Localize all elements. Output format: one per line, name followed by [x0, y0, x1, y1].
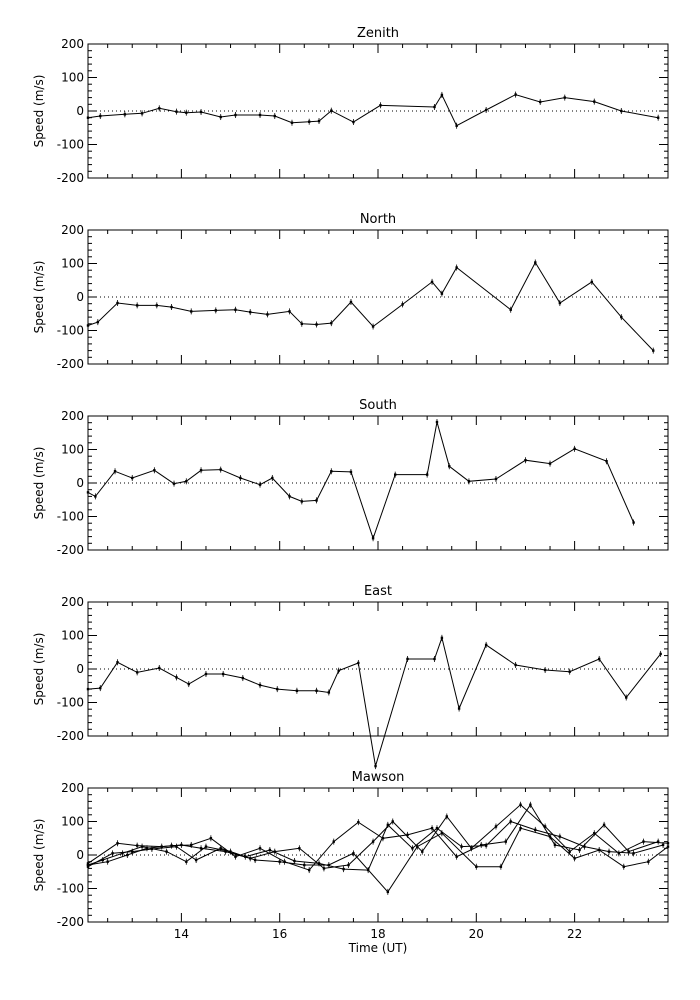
panel-title: North [360, 212, 396, 227]
y-tick-label: 0 [76, 290, 84, 304]
x-tick-label: 22 [567, 927, 582, 941]
y-tick-label: 0 [76, 104, 84, 118]
y-tick-label: 100 [61, 257, 84, 271]
y-tick-label: 200 [61, 37, 84, 51]
y-tick-label: -100 [57, 324, 84, 338]
x-tick-label: 16 [272, 927, 287, 941]
series-line [88, 263, 653, 351]
y-tick-label: -200 [57, 357, 84, 371]
panel-title: South [359, 398, 397, 413]
x-axis-label: Time (UT) [348, 941, 408, 955]
y-tick-label: 100 [61, 71, 84, 85]
y-tick-label: -200 [57, 543, 84, 557]
series-line [88, 638, 661, 766]
series-line [88, 422, 634, 538]
series-line [88, 95, 658, 126]
panel-title: East [364, 584, 392, 599]
y-tick-label: 200 [61, 409, 84, 423]
y-tick-label: 0 [76, 476, 84, 490]
y-tick-label: -100 [57, 510, 84, 524]
x-tick-label: 18 [370, 927, 385, 941]
y-tick-label: 200 [61, 595, 84, 609]
x-tick-label: 20 [469, 927, 484, 941]
panel-title: Zenith [357, 26, 399, 41]
y-axis-label: Speed (m/s) [32, 75, 46, 148]
x-tick-label: 14 [174, 927, 189, 941]
series-line [88, 828, 668, 892]
y-tick-label: 0 [76, 848, 84, 862]
panel-title: Mawson [352, 770, 405, 785]
y-tick-label: 200 [61, 223, 84, 237]
y-tick-label: 200 [61, 781, 84, 795]
y-tick-label: -100 [57, 138, 84, 152]
y-tick-label: 0 [76, 662, 84, 676]
y-tick-label: -200 [57, 915, 84, 929]
y-tick-label: 100 [61, 443, 84, 457]
y-axis-label: Speed (m/s) [32, 633, 46, 706]
y-tick-label: -100 [57, 696, 84, 710]
series-line [88, 805, 668, 869]
y-tick-label: -100 [57, 882, 84, 896]
y-tick-label: 100 [61, 815, 84, 829]
y-tick-label: -200 [57, 171, 84, 185]
y-axis-label: Speed (m/s) [32, 447, 46, 520]
series-line [88, 805, 658, 870]
y-tick-label: -200 [57, 729, 84, 743]
y-axis-label: Speed (m/s) [32, 819, 46, 892]
y-axis-label: Speed (m/s) [32, 261, 46, 334]
y-tick-label: 100 [61, 629, 84, 643]
